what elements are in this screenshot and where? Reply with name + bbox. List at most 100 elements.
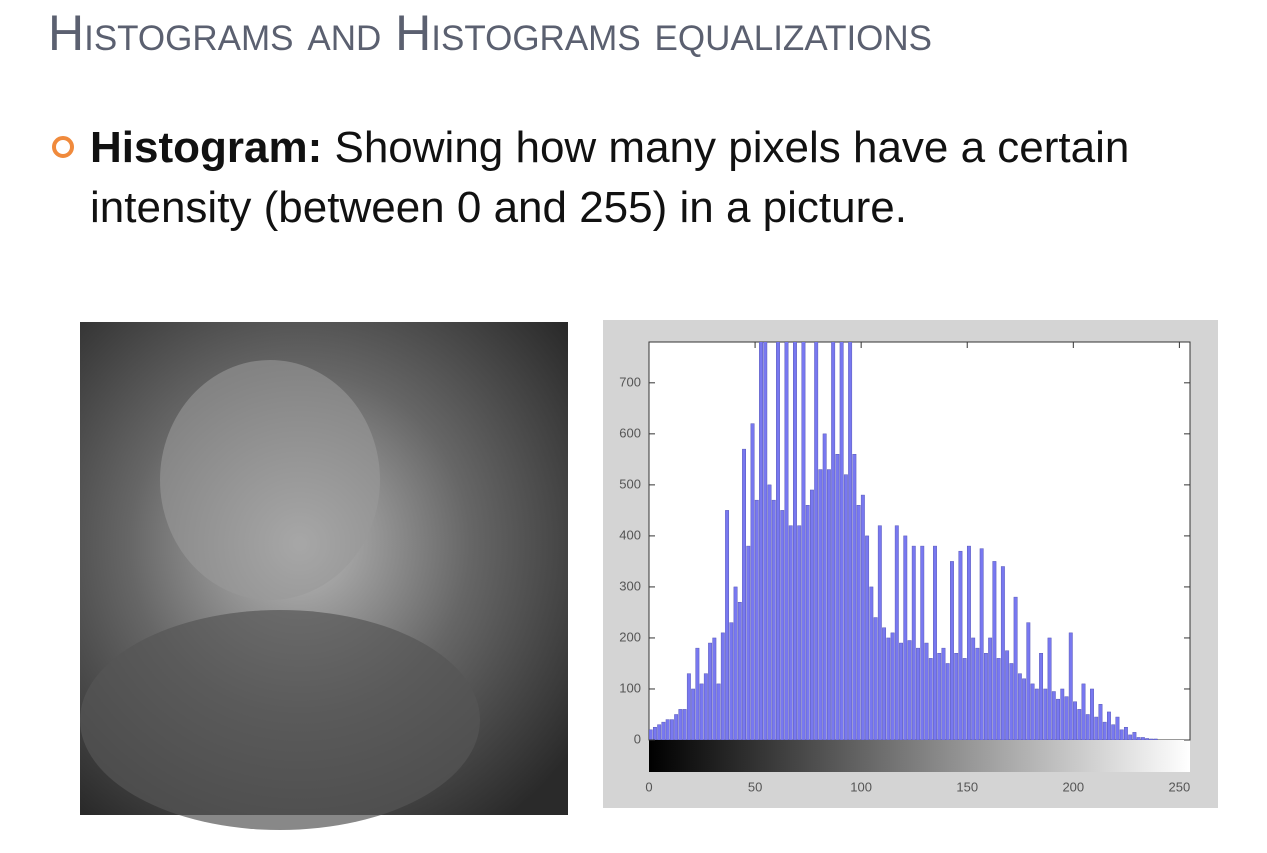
bar — [877, 525, 882, 740]
bar — [992, 561, 997, 740]
bar — [780, 510, 785, 740]
bar — [1149, 738, 1154, 740]
bar — [678, 709, 683, 740]
y-tick-label: 500 — [619, 476, 641, 491]
y-tick-label: 600 — [619, 425, 641, 440]
bar — [1085, 714, 1090, 740]
bullet-text: Showing how many pixels have a certain i… — [90, 123, 1130, 232]
bar — [831, 342, 836, 740]
bar — [907, 640, 912, 740]
bar — [924, 642, 929, 740]
bar — [950, 561, 954, 740]
bar — [657, 724, 662, 740]
bar — [1123, 726, 1128, 740]
bar — [1128, 734, 1133, 740]
bar — [776, 342, 780, 740]
bar — [826, 469, 831, 740]
bar — [746, 545, 751, 740]
bar — [1090, 688, 1094, 740]
bullet: Histogram: Showing how many pixels have … — [90, 118, 1210, 238]
bar — [805, 505, 810, 740]
bar — [695, 647, 700, 740]
photo-sweater — [80, 610, 480, 830]
x-tick-label: 150 — [956, 779, 978, 794]
bar — [1094, 716, 1099, 740]
bar — [661, 721, 666, 740]
bar — [1000, 566, 1005, 740]
bar — [911, 545, 916, 740]
bar — [1145, 738, 1150, 740]
bar — [1081, 683, 1086, 740]
bar — [1111, 724, 1116, 740]
bar — [966, 545, 971, 740]
y-tick-label: 0 — [634, 731, 641, 746]
bar — [1034, 688, 1039, 740]
slide-title: Histograms and Histograms equalizations — [48, 5, 933, 61]
bar — [733, 586, 738, 740]
bar — [996, 658, 1001, 740]
bar — [1140, 737, 1145, 740]
bar — [945, 663, 950, 740]
bar — [865, 535, 870, 740]
bar — [750, 423, 755, 740]
bar — [852, 454, 857, 740]
x-tick-label: 100 — [850, 779, 872, 794]
bar — [979, 548, 984, 740]
bar — [937, 653, 942, 740]
bar — [649, 729, 653, 740]
y-tick-label: 100 — [619, 680, 641, 695]
bar — [886, 637, 891, 740]
bar — [729, 622, 734, 740]
bar — [1030, 683, 1035, 740]
bar — [725, 510, 730, 740]
bar — [835, 454, 840, 740]
bar — [856, 505, 861, 740]
bar — [712, 637, 717, 740]
bar — [882, 627, 887, 740]
bar — [1047, 637, 1052, 740]
y-tick-label: 200 — [619, 629, 641, 644]
bar — [843, 474, 848, 740]
bar — [975, 647, 980, 740]
bar — [903, 535, 908, 740]
y-tick-label: 300 — [619, 578, 641, 593]
bar — [839, 342, 844, 740]
bar — [971, 637, 976, 740]
intensity-bar — [649, 740, 1190, 772]
bar — [674, 714, 679, 740]
bar — [1060, 688, 1065, 740]
y-tick-label: 700 — [619, 374, 641, 389]
bar — [759, 342, 763, 740]
bar — [958, 550, 963, 740]
bar — [814, 342, 819, 740]
bar — [822, 433, 827, 740]
bar — [848, 342, 853, 740]
bar — [801, 342, 806, 740]
bar — [652, 726, 657, 740]
bar — [1056, 698, 1060, 740]
bar — [1039, 653, 1044, 740]
bullet-label: Histogram: — [90, 123, 323, 172]
bar — [899, 642, 903, 740]
bar — [869, 586, 874, 740]
bar — [1068, 632, 1073, 740]
bar — [1017, 673, 1022, 740]
bar — [1009, 663, 1014, 740]
bar — [1153, 738, 1158, 740]
bar — [983, 653, 988, 740]
bar — [754, 499, 759, 740]
x-tick-label: 200 — [1062, 779, 1084, 794]
bar — [809, 489, 814, 740]
bar — [767, 484, 772, 740]
bar — [720, 632, 725, 740]
bar — [669, 719, 674, 740]
bar — [716, 683, 721, 740]
bar — [793, 342, 797, 740]
bar — [1051, 691, 1056, 740]
bar — [708, 642, 713, 740]
bullet-marker — [52, 136, 74, 158]
bar — [1022, 678, 1027, 740]
bar — [1026, 622, 1031, 740]
